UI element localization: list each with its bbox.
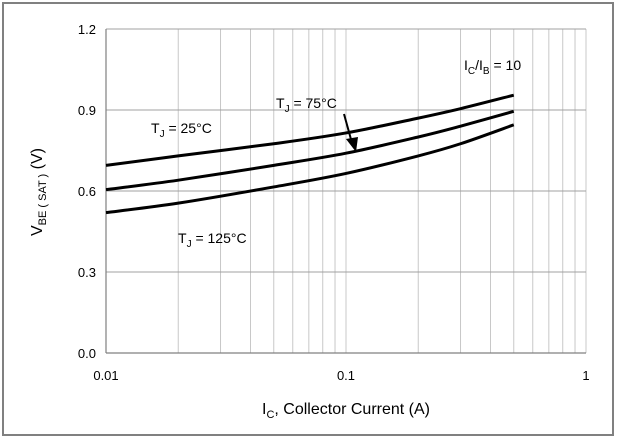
y-tick-label: 0.3 bbox=[78, 265, 96, 280]
annotations: TJ = 25°C TJ = 75°C TJ = 125°C bbox=[151, 95, 358, 250]
x-tick-label: 1 bbox=[582, 368, 589, 383]
series-line bbox=[105, 109, 515, 192]
series-annotation: TJ = 125°C bbox=[178, 230, 247, 250]
series-lines bbox=[105, 93, 515, 215]
y-tick-label: 1.2 bbox=[78, 22, 96, 37]
annotation-arrowhead bbox=[346, 137, 358, 152]
condition-label: IC/IB = 10 bbox=[464, 57, 521, 77]
series-line bbox=[105, 123, 515, 215]
y-tick-label: 0.0 bbox=[78, 346, 96, 361]
y-axis-title: VBE ( SAT ) (V) bbox=[29, 148, 49, 236]
annotation-arrow bbox=[343, 113, 353, 144]
grid bbox=[105, 28, 587, 354]
series-annotation: TJ = 25°C bbox=[151, 120, 212, 140]
y-tick-label: 0.6 bbox=[78, 184, 96, 199]
x-tick-label: 0.1 bbox=[337, 368, 355, 383]
x-tick-label: 0.01 bbox=[93, 368, 118, 383]
series-annotation: TJ = 75°C bbox=[276, 95, 337, 115]
tick-labels: 0.0 0.3 0.6 0.9 1.2 0.01 0.1 1 bbox=[78, 22, 590, 383]
y-tick-label: 0.9 bbox=[78, 103, 96, 118]
chart-frame bbox=[2, 2, 614, 436]
series-line bbox=[105, 93, 515, 167]
x-axis-title: IC, Collector Current (A) bbox=[262, 401, 430, 421]
